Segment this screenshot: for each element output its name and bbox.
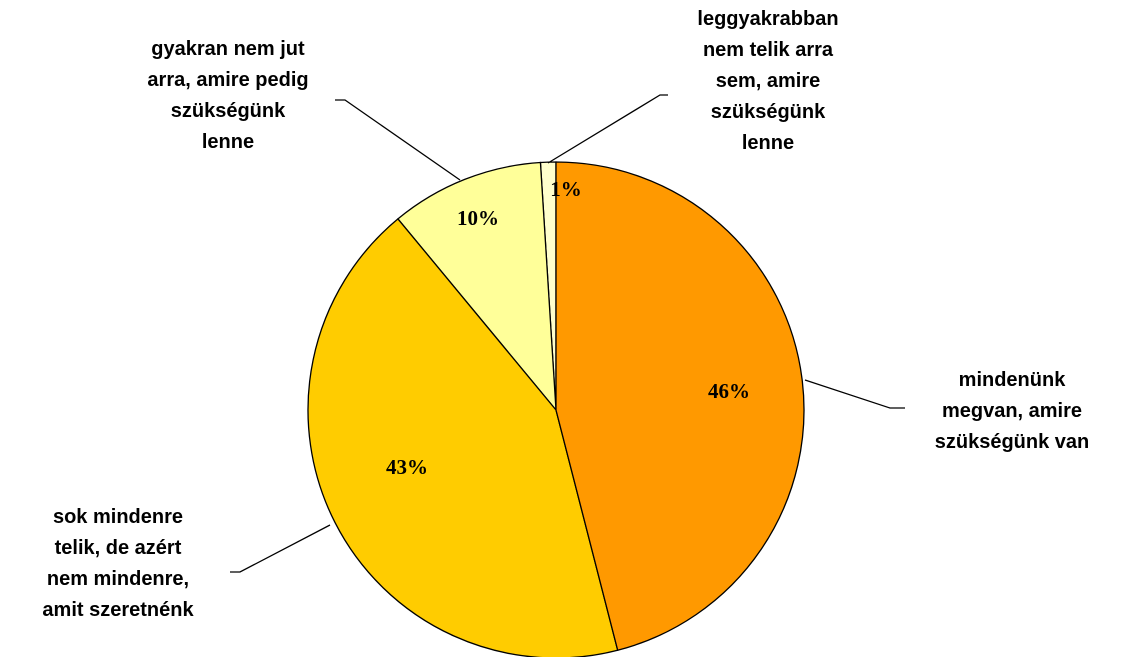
pie-slice (307, 217, 619, 657)
value-label: 43% (386, 455, 428, 479)
category-label: leggyakrabban nem telik arra sem, amire … (697, 8, 839, 154)
value-label: 10% (457, 206, 499, 230)
leader-line (230, 524, 331, 573)
category-label: mindenünk megvan, amire szükségünk van (934, 369, 1090, 453)
value-label: 46% (708, 379, 750, 403)
category-label: sok mindenre telik, de azért nem mindenr… (42, 506, 194, 621)
pie-slice (555, 161, 805, 652)
category-label: gyakran nem jut arra, amire pedig szüksé… (147, 38, 309, 153)
value-label: 1% (550, 177, 582, 201)
pie-slice (397, 161, 557, 412)
leader-line (547, 94, 668, 164)
leader-line (804, 379, 905, 409)
leader-line (335, 99, 461, 181)
